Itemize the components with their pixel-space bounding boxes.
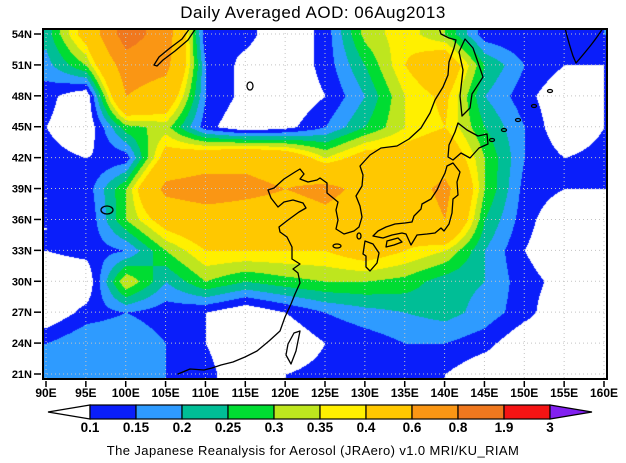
colorbar-below-arrow (47, 404, 91, 420)
x-tick-label: 140E (431, 386, 459, 400)
lake-baikal (153, 28, 197, 67)
coastline-taiwan (285, 330, 301, 365)
colorbar-segment (457, 404, 505, 420)
island-jeju (332, 243, 342, 249)
axis-ticks (34, 33, 605, 387)
colorbar-segment (411, 404, 459, 420)
x-tick-label: 125E (311, 386, 339, 400)
colorbar-label: 0.2 (173, 420, 192, 435)
lake-qinghai (100, 205, 114, 215)
x-tick-label: 150E (510, 386, 538, 400)
figure-title: Daily Averaged AOD: 06Aug2013 (180, 3, 446, 22)
x-tick-label: 105E (152, 386, 180, 400)
island-tsushima (356, 232, 362, 240)
coastlines (100, 28, 604, 375)
coastline-shikoku (385, 237, 403, 248)
lake-hulun (246, 81, 254, 91)
x-tick-label: 155E (550, 386, 578, 400)
colorbar: 0.1 0.15 0.2 0.25 0.3 0.35 0.4 0.6 0.8 1.9 3 (47, 404, 593, 435)
coastline-kamchatka (564, 28, 604, 64)
coastline-sakhalin (458, 38, 484, 117)
y-tick-label: 48N (12, 91, 32, 103)
colorbar-segment (503, 404, 551, 420)
y-tick-label: 27N (12, 307, 32, 319)
plot-frame (42, 28, 608, 380)
colorbar-segment (135, 404, 183, 420)
x-tick-label: 110E (192, 386, 219, 400)
y-tick-label: 51N (12, 60, 32, 72)
coastline-hokkaido (447, 122, 489, 161)
grid-lines (43, 29, 607, 379)
colorbar-segment (273, 404, 321, 420)
x-tick-label: 115E (232, 386, 259, 400)
colorbar-segment (181, 404, 229, 420)
colorbar-label: 0.8 (449, 420, 468, 435)
y-tick-label: 42N (12, 153, 32, 165)
colorbar-label: 0.35 (307, 420, 334, 435)
colorbar-label: 0.1 (81, 420, 100, 435)
x-tick-label: 90E (35, 386, 56, 400)
y-tick-label: 33N (12, 245, 32, 257)
axis-tick-labels: 90E 95E 100E 105E 110E 115E 120E 125E 130E 135E 14… (12, 29, 618, 400)
colorbar-above-arrow (549, 404, 593, 420)
coastline-honshu (372, 162, 461, 246)
y-tick-label: 30N (12, 276, 32, 288)
colorbar-label: 1.9 (495, 420, 514, 435)
kuril-islands (488, 88, 554, 143)
colorbar-label: 0.25 (215, 420, 242, 435)
colorbar-label: 0.4 (357, 420, 376, 435)
colorbar-segment (89, 404, 137, 420)
colorbar-segment (227, 404, 275, 420)
y-tick-label: 24N (12, 338, 32, 350)
colorbar-segment (365, 404, 413, 420)
x-tick-label: 145E (470, 386, 498, 400)
x-tick-label: 130E (351, 386, 379, 400)
colorbar-label: 3 (546, 420, 554, 435)
x-tick-label: 95E (75, 386, 96, 400)
x-tick-label: 135E (391, 386, 419, 400)
y-tick-label: 54N (12, 29, 32, 41)
coastline-mainland-asia (177, 28, 457, 375)
colorbar-label: 0.6 (403, 420, 422, 435)
x-tick-label: 100E (112, 386, 140, 400)
colorbar-label: 0.15 (123, 420, 150, 435)
y-tick-label: 36N (12, 214, 32, 226)
colorbar-label: 0.3 (265, 420, 284, 435)
x-tick-label: 120E (271, 386, 299, 400)
colorbar-segment (319, 404, 367, 420)
coastline-kyushu (362, 240, 380, 272)
y-tick-label: 45N (12, 122, 32, 134)
y-tick-label: 39N (12, 184, 32, 196)
figure-caption: The Japanese Reanalysis for Aerosol (JRA… (106, 443, 520, 458)
y-tick-label: 21N (12, 369, 32, 381)
x-tick-label: 160E (590, 386, 618, 400)
